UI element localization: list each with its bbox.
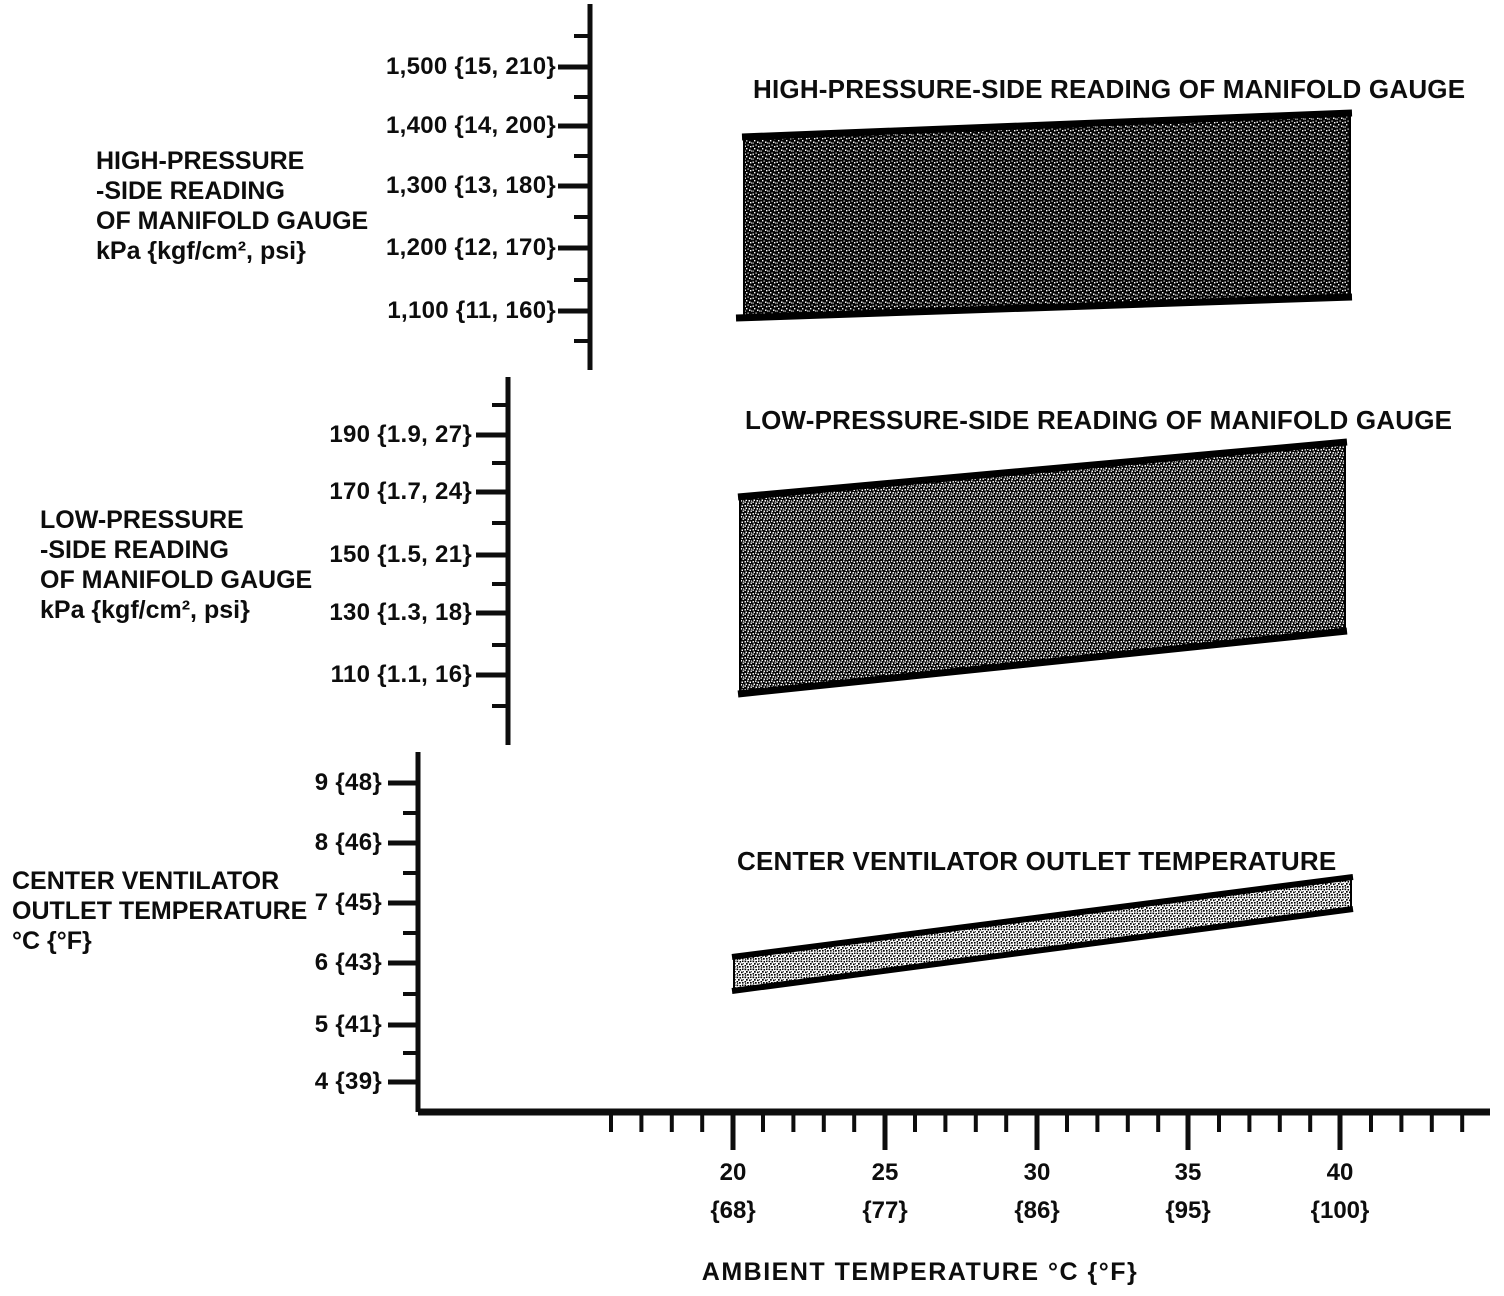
low-pressure-band — [737, 438, 1348, 698]
x-tick-label-c: 30 — [1023, 1159, 1051, 1186]
vent-temp-band-title: CENTER VENTILATOR OUTLET TEMPERATURE — [737, 846, 1337, 876]
y-tick-label: 1,500 {15, 210} — [386, 53, 556, 80]
axis-label-line: kPa {kgf/cm², psi} — [40, 596, 250, 624]
y-tick-label: 1,400 {14, 200} — [386, 112, 556, 139]
axis-label-line: -SIDE READING — [40, 536, 229, 564]
x-axis-title: AMBIENT TEMPERATURE °C {°F} — [701, 1258, 1139, 1286]
y-tick-label: 7 {45} — [314, 889, 382, 916]
axis-label-line: kPa {kgf/cm², psi} — [96, 237, 306, 265]
x-tick-label-f: {68} — [710, 1197, 756, 1224]
axis-label-line: OUTLET TEMPERATURE — [12, 897, 308, 925]
axis-label-line: OF MANIFOLD GAUGE — [40, 566, 313, 594]
y-tick-label: 170 {1.7, 24} — [329, 478, 472, 505]
y-tick-label: 6 {43} — [314, 949, 382, 976]
axis-label-line: LOW-PRESSURE — [40, 506, 244, 534]
low-pressure-axis-label: LOW-PRESSURE -SIDE READING OF MANIFOLD G… — [40, 505, 312, 625]
axis-label-line: OF MANIFOLD GAUGE — [96, 207, 369, 235]
axis-label-line: CENTER VENTILATOR — [12, 867, 280, 895]
y-tick-label: 5 {41} — [314, 1011, 382, 1038]
axes — [388, 4, 1490, 1150]
x-tick-label-f: {100} — [1310, 1197, 1370, 1224]
y-tick-label: 150 {1.5, 21} — [329, 541, 472, 568]
y-tick-label: 190 {1.9, 27} — [329, 421, 472, 448]
x-tick-label-f: {86} — [1014, 1197, 1060, 1224]
x-tick-label-c: 35 — [1174, 1159, 1202, 1186]
vent-temp-band — [731, 874, 1354, 994]
vent-temp-axis-label: CENTER VENTILATOR OUTLET TEMPERATURE °C … — [12, 866, 307, 956]
x-tick-label-c: 20 — [719, 1159, 747, 1186]
y-tick-label: 1,100 {11, 160} — [387, 297, 556, 324]
x-tick-label-f: {77} — [862, 1197, 908, 1224]
axis-label-line: °C {°F} — [12, 927, 92, 955]
high-pressure-band — [735, 109, 1353, 322]
high-pressure-band-title: HIGH-PRESSURE-SIDE READING OF MANIFOLD G… — [753, 74, 1466, 104]
y-tick-label: 130 {1.3, 18} — [329, 599, 472, 626]
high-pressure-axis-label: HIGH-PRESSURE -SIDE READING OF MANIFOLD … — [96, 146, 368, 266]
x-tick-label-c: 40 — [1326, 1159, 1354, 1186]
y-tick-label: 1,300 {13, 180} — [386, 172, 556, 199]
x-tick-label-c: 25 — [871, 1159, 899, 1186]
axis-label-line: -SIDE READING — [96, 177, 285, 205]
axis-label-line: HIGH-PRESSURE — [96, 147, 305, 175]
y-tick-label: 8 {46} — [314, 829, 382, 856]
x-tick-label-f: {95} — [1165, 1197, 1211, 1224]
y-tick-label: 110 {1.1, 16} — [330, 661, 472, 688]
y-tick-label: 9 {48} — [314, 769, 382, 796]
y-tick-label: 4 {39} — [314, 1068, 382, 1095]
y-tick-label: 1,200 {12, 170} — [386, 234, 556, 261]
low-pressure-band-title: LOW-PRESSURE-SIDE READING OF MANIFOLD GA… — [745, 405, 1453, 435]
